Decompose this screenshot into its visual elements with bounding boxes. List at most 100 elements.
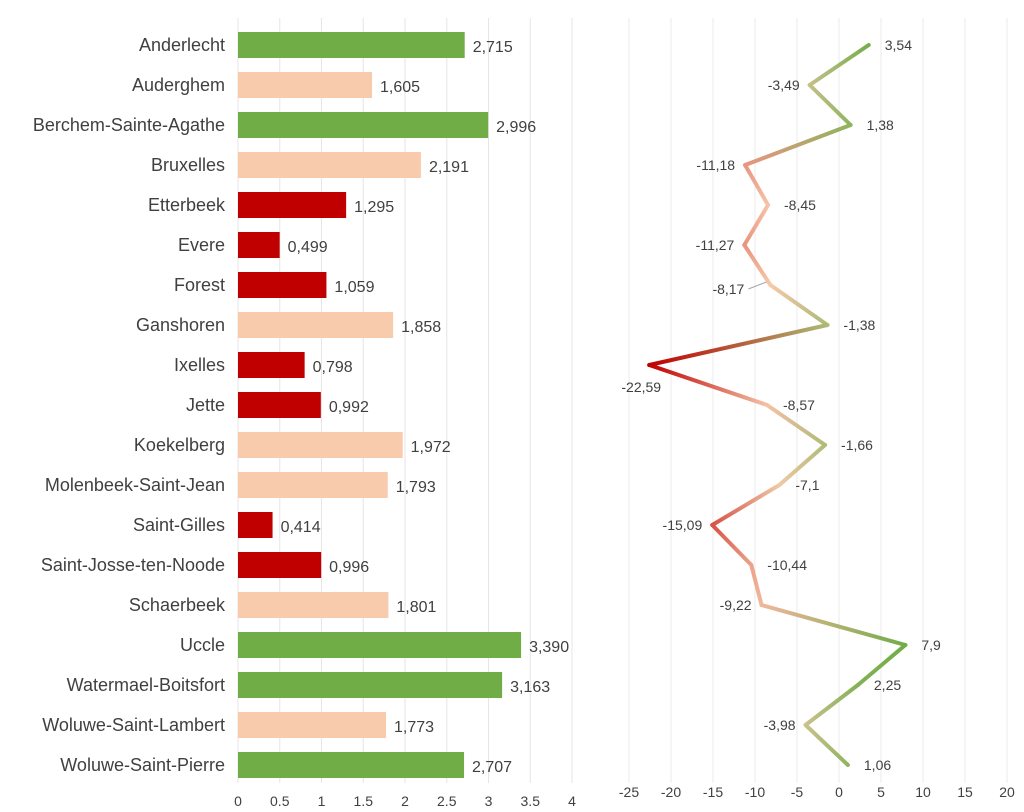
- category-label: Koekelberg: [134, 435, 225, 455]
- line-segment: [647, 363, 770, 407]
- bar: [238, 592, 389, 618]
- line-segment: [743, 123, 853, 167]
- x-tick-label: 10: [915, 784, 931, 800]
- bar: [238, 312, 394, 338]
- bar: [238, 352, 305, 378]
- data-label: 2,191: [429, 159, 469, 176]
- category-label: Auderghem: [132, 75, 225, 95]
- x-tick-label: 2.5: [437, 793, 457, 809]
- data-label: -15,09: [663, 517, 703, 533]
- bar: [238, 472, 388, 498]
- x-tick-label: 20: [999, 784, 1015, 800]
- bar: [238, 72, 373, 98]
- category-label: Saint-Josse-ten-Noode: [41, 555, 225, 575]
- data-label: 1,773: [394, 719, 434, 736]
- bar: [238, 752, 465, 778]
- data-label: -9,22: [720, 597, 752, 613]
- x-tick-label: 0: [835, 784, 843, 800]
- data-label: 1,793: [396, 479, 436, 496]
- category-label: Woluwe-Saint-Pierre: [60, 755, 225, 775]
- data-label: -10,44: [767, 557, 807, 573]
- data-label: -3,49: [768, 77, 800, 93]
- x-tick-label: 3: [485, 793, 493, 809]
- data-label: -8,45: [784, 197, 816, 213]
- data-label: 1,972: [411, 439, 451, 456]
- x-tick-label: 3.5: [521, 793, 541, 809]
- line-segment: [710, 483, 782, 527]
- x-tick-label: 1: [318, 793, 326, 809]
- line-segment: [759, 603, 908, 647]
- data-label: 3,54: [885, 37, 912, 53]
- data-label: 2,715: [473, 39, 513, 56]
- data-label: 1,605: [380, 79, 420, 96]
- x-tick-label: -20: [661, 784, 681, 800]
- data-label: -11,18: [696, 157, 735, 173]
- bar: [238, 392, 321, 418]
- bar: [238, 232, 280, 258]
- data-label: 1,801: [396, 599, 436, 616]
- x-tick-label: 4: [568, 793, 576, 809]
- data-label: -8,17: [712, 281, 744, 297]
- data-label: 2,996: [496, 119, 536, 136]
- data-label: 0,996: [329, 559, 369, 576]
- line-segment: [803, 723, 850, 767]
- data-label: 7,9: [921, 637, 941, 653]
- category-label: Forest: [174, 275, 225, 295]
- line-segment: [855, 643, 908, 687]
- data-label: -1,66: [841, 437, 873, 453]
- line-segment: [742, 243, 773, 287]
- line-segment: [647, 323, 830, 367]
- category-label: Evere: [178, 235, 225, 255]
- bar: [238, 632, 522, 658]
- data-label: 0,798: [313, 359, 353, 376]
- data-label: 3,163: [510, 679, 550, 696]
- line-segment: [768, 283, 830, 327]
- category-label: Schaerbeek: [129, 595, 226, 615]
- line-segment: [777, 443, 828, 487]
- data-label: -7,1: [795, 477, 819, 493]
- line-segment: [749, 563, 764, 607]
- data-label: -3,98: [764, 717, 796, 733]
- data-label: 0,499: [288, 239, 328, 256]
- data-label: 0,992: [329, 399, 369, 416]
- category-label: Etterbeek: [148, 195, 226, 215]
- data-label: 1,858: [401, 319, 441, 336]
- category-label: Saint-Gilles: [133, 515, 225, 535]
- category-label: Ganshoren: [136, 315, 225, 335]
- x-tick-label: -15: [703, 784, 723, 800]
- x-tick-label: 0.5: [270, 793, 290, 809]
- line-segment: [743, 163, 771, 207]
- category-label: Ixelles: [174, 355, 225, 375]
- line-segment: [710, 523, 754, 567]
- category-label: Watermael-Boitsfort: [67, 675, 225, 695]
- data-label: 2,707: [472, 759, 512, 776]
- line-segment: [765, 403, 828, 447]
- line-segment: [807, 43, 871, 87]
- x-tick-label: 15: [957, 784, 973, 800]
- x-tick-label: -25: [619, 784, 639, 800]
- data-label: -11,27: [696, 237, 735, 253]
- bar: [238, 712, 387, 738]
- category-label: Jette: [186, 395, 225, 415]
- bar: [238, 432, 403, 458]
- data-label: -8,57: [783, 397, 815, 413]
- x-tick-label: 0: [234, 793, 242, 809]
- data-label: 3,390: [529, 639, 569, 656]
- bar: [238, 552, 322, 578]
- data-label: 1,295: [354, 199, 394, 216]
- line-segment: [807, 83, 853, 127]
- data-label: 1,059: [334, 279, 374, 296]
- data-label: 1,38: [867, 117, 894, 133]
- bar: [238, 192, 347, 218]
- x-tick-label: 1.5: [354, 793, 374, 809]
- data-label: -22,59: [621, 379, 661, 395]
- leader-line: [748, 281, 767, 290]
- line-segment: [742, 203, 771, 247]
- bar: [238, 672, 503, 698]
- x-tick-label: 2: [401, 793, 409, 809]
- x-tick-label: 5: [877, 784, 885, 800]
- category-label: Uccle: [180, 635, 225, 655]
- category-label: Molenbeek-Saint-Jean: [45, 475, 225, 495]
